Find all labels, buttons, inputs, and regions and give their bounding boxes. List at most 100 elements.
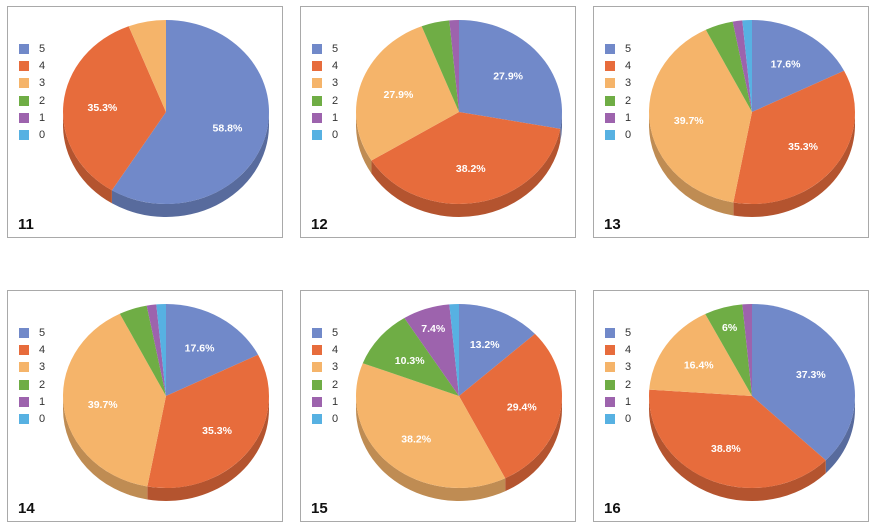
legend-label-3: 3 [625,361,632,374]
pie-slice-2 [421,20,459,112]
legend-swatch-4 [312,60,322,71]
data-label-3: 39.7% [674,115,704,127]
legend-swatch-5 [312,43,322,54]
pie-slice-1 [732,20,752,113]
legend-swatch-4 [312,344,322,355]
pie-slice-2 [362,318,459,396]
data-label-3: 38.2% [401,433,431,445]
legend-item-2: 2 [312,92,338,109]
legend-swatch-2 [19,95,29,106]
chart-panel-12: 27.9% 38.2% 27.9% 5 4 3 2 1 0 12 [300,6,576,238]
chart-number: 12 [311,216,328,233]
pie-slice-1 [146,304,166,396]
data-label-1: 7.4% [421,323,446,335]
pie-slice-3 [649,314,752,396]
pie-side-4 [733,112,855,218]
legend-item-5: 5 [605,324,631,341]
legend: 5 4 3 2 1 0 [605,40,631,144]
legend-label-4: 4 [39,59,46,72]
legend-item-4: 4 [605,341,631,358]
legend-swatch-3 [312,78,322,89]
legend-swatch-3 [605,78,615,89]
data-label-5: 17.6% [771,58,801,70]
pie-side-3 [63,396,148,500]
legend-item-2: 2 [19,92,45,109]
pie-slice-3 [356,363,506,488]
legend-swatch-0 [312,130,322,141]
pie-side-4 [63,112,112,204]
data-label-3: 27.9% [384,89,414,101]
pie-slice-2 [705,304,752,396]
chart-number: 11 [18,216,34,233]
legend-label-1: 1 [39,111,46,124]
legend-item-2: 2 [19,376,45,393]
legend-item-0: 0 [605,126,631,143]
pie-slice-1 [449,20,459,112]
pie-chart-14: 17.6% 35.3% 39.7% [62,304,270,501]
legend-label-4: 4 [332,343,339,356]
legend-label-4: 4 [332,59,339,72]
pie-slice-3 [356,26,459,161]
chart-number: 14 [18,500,35,517]
pie-slice-5 [111,20,270,204]
pie-chart-15: 13.2% 29.4% 38.2% 10.3% 7.4% [356,304,562,501]
legend-item-3: 3 [312,75,338,92]
pie-slice-2 [119,305,166,396]
legend-label-2: 2 [625,378,632,391]
pie-slice-2 [705,21,752,112]
legend-label-4: 4 [625,59,632,72]
legend-swatch-4 [605,344,615,355]
pie-slice-4 [733,70,855,204]
legend-item-5: 5 [605,40,631,57]
data-label-2: 10.3% [395,355,425,367]
data-label-4: 35.3% [88,102,118,114]
legend-swatch-1 [312,112,322,123]
data-label-4: 29.4% [507,401,537,413]
chart-panel-11: 58.8% 35.3% 5 4 3 2 1 0 11 [7,6,283,238]
legend: 5 4 3 2 1 0 [19,324,45,428]
chart-panel-14: 17.6% 35.3% 39.7% 5 4 3 2 1 0 14 [7,290,283,522]
legend-swatch-1 [19,112,29,123]
data-label-4: 38.2% [456,163,486,175]
legend-label-0: 0 [332,129,339,142]
legend-swatch-2 [605,379,615,390]
pie-slice-5 [459,20,562,129]
data-label-5: 17.6% [185,342,215,354]
legend-item-5: 5 [312,324,338,341]
legend-swatch-3 [19,78,29,89]
legend: 5 4 3 2 1 0 [312,40,338,144]
legend-swatch-5 [605,327,615,338]
legend-item-1: 1 [19,109,45,126]
legend-swatch-5 [605,43,615,54]
pie-slice-5 [752,20,845,112]
data-label-4: 38.8% [711,443,741,455]
pie-chart-12: 27.9% 38.2% 27.9% [356,20,562,218]
legend-swatch-4 [605,60,615,71]
legend-swatch-0 [312,414,322,425]
legend-swatch-3 [312,362,322,373]
data-label-4: 35.3% [788,141,818,153]
data-label-5: 37.3% [796,369,826,381]
legend-label-0: 0 [332,413,339,426]
chart-number: 15 [311,500,328,517]
legend-label-3: 3 [332,77,339,90]
legend-item-4: 4 [605,57,631,74]
legend: 5 4 3 2 1 0 [605,324,631,428]
legend-swatch-1 [605,112,615,123]
pie-slice-0 [449,304,459,396]
legend-swatch-0 [19,414,29,425]
pie-slice-4 [147,354,270,488]
legend-label-5: 5 [332,42,339,55]
legend-item-2: 2 [605,376,631,393]
legend-swatch-0 [19,130,29,141]
pie-side-3 [356,112,372,174]
legend-item-1: 1 [312,109,338,126]
legend-item-0: 0 [312,126,338,143]
legend-item-4: 4 [312,57,338,74]
pie-slice-0 [742,20,752,112]
pie-slice-4 [371,112,561,205]
pie-slice-5 [166,304,259,396]
legend-label-1: 1 [332,111,339,124]
legend-item-5: 5 [19,40,45,57]
